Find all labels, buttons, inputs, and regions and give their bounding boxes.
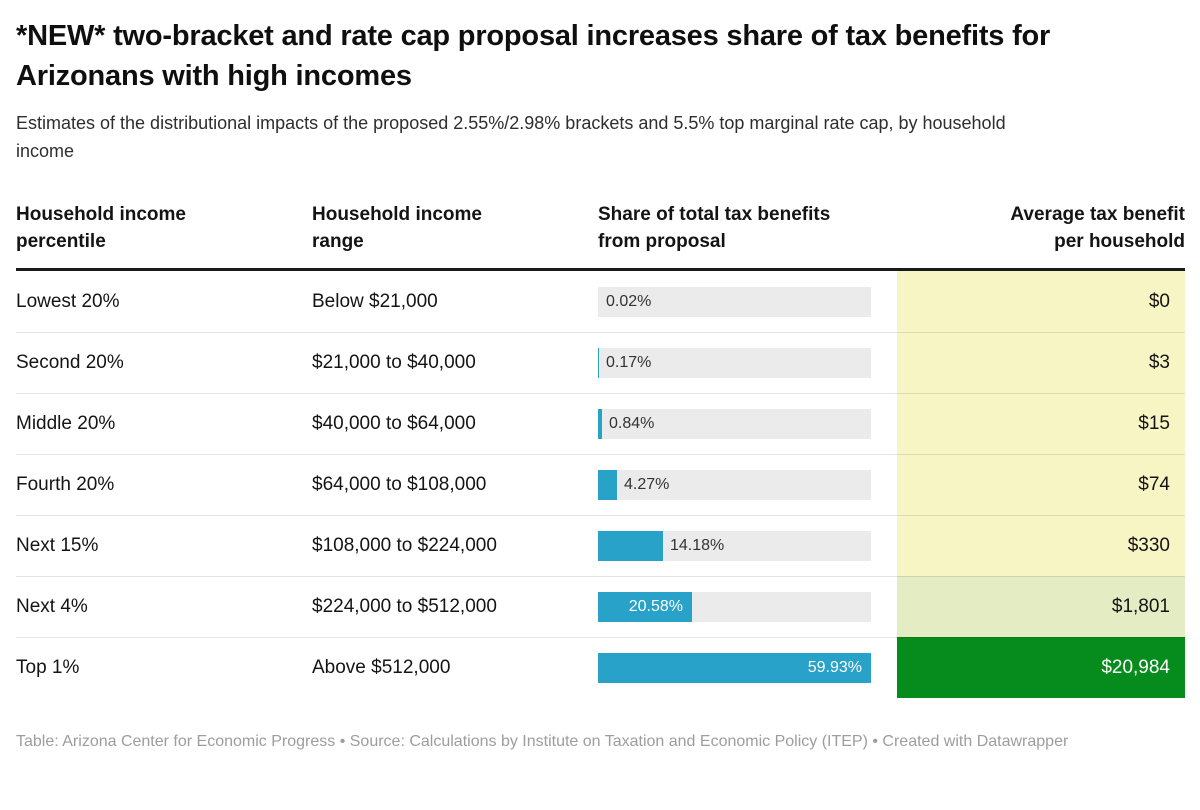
income-range-cell: $40,000 to $64,000	[312, 393, 598, 454]
bar-track: 4.27%	[598, 470, 871, 500]
income-range-cell: $108,000 to $224,000	[312, 515, 598, 576]
table-row: Fourth 20% $64,000 to $108,000 4.27% $74	[16, 454, 1185, 515]
average-benefit-cell: $20,984	[897, 637, 1185, 698]
income-percentile-cell: Lowest 20%	[16, 290, 120, 312]
column-header-share-of-benefits: Share of total tax benefits from proposa…	[598, 204, 831, 252]
share-bar-cell: 0.84%	[598, 393, 897, 454]
income-range-cell: Below $21,000	[312, 290, 438, 312]
share-bar	[598, 653, 871, 683]
income-percentile-cell: Fourth 20%	[16, 454, 312, 515]
share-bar-cell: 0.17%	[598, 332, 897, 393]
average-benefit-cell: $1,801	[897, 576, 1185, 637]
share-bar-label: 14.18%	[670, 537, 725, 554]
table-row: Next 4% $224,000 to $512,000 20.58% $1,8…	[16, 576, 1185, 637]
average-benefit-cell: $3	[897, 332, 1185, 393]
income-range-cell: $224,000 to $512,000	[312, 576, 598, 637]
share-bar-cell: 59.93%	[598, 637, 897, 698]
share-bar	[598, 531, 663, 561]
share-bar-cell: 0.02%	[598, 271, 897, 332]
table-row: Next 15% $108,000 to $224,000 14.18% $33…	[16, 515, 1185, 576]
average-benefit-cell: $330	[897, 515, 1185, 576]
share-bar	[598, 592, 692, 622]
share-bar	[598, 348, 599, 378]
table-body: Lowest 20% Below $21,000 0.02% $0 Second…	[16, 271, 1185, 698]
income-percentile-cell: Second 20%	[16, 332, 312, 393]
attribution-footer: Table: Arizona Center for Economic Progr…	[16, 733, 1069, 750]
share-bar-label: 0.84%	[609, 415, 655, 432]
average-benefit-cell: $15	[897, 393, 1185, 454]
bar-track: 20.58%	[598, 592, 871, 622]
share-bar-cell: 14.18%	[598, 515, 897, 576]
table-row: Lowest 20% Below $21,000 0.02% $0	[16, 271, 1185, 332]
share-bar-label: 0.17%	[606, 354, 652, 371]
share-bar	[598, 409, 602, 439]
share-bar-label: 20.58%	[628, 598, 683, 615]
table-header-row: Household income percentile Household in…	[16, 201, 1185, 271]
chart-title: *NEW* two-bracket and rate cap proposal …	[16, 20, 1051, 92]
income-range-cell: $64,000 to $108,000	[312, 454, 598, 515]
income-range-cell: $21,000 to $40,000	[312, 332, 598, 393]
bar-track: 0.02%	[598, 286, 871, 317]
average-benefit-cell: $74	[897, 454, 1185, 515]
chart-subtitle: Estimates of the distributional impacts …	[16, 113, 1006, 161]
share-bar-label: 59.93%	[807, 659, 862, 676]
bar-track: 0.17%	[598, 348, 871, 378]
share-bar-cell: 4.27%	[598, 454, 897, 515]
share-bar-label: 0.02%	[606, 292, 652, 310]
column-header-average-benefit: Average tax benefit per household	[1010, 204, 1185, 252]
bar-track: 14.18%	[598, 531, 871, 561]
income-range-cell: Above $512,000	[312, 637, 598, 698]
bar-track: 0.84%	[598, 409, 871, 439]
income-percentile-cell: Middle 20%	[16, 393, 312, 454]
table-row: Top 1% Above $512,000 59.93% $20,984	[16, 637, 1185, 698]
column-header-income-percentile: Household income percentile	[16, 204, 186, 252]
income-percentile-cell: Next 15%	[16, 515, 312, 576]
share-bar	[598, 470, 617, 500]
bar-track: 59.93%	[598, 653, 871, 683]
column-header-income-range: Household income range	[312, 204, 482, 252]
share-bar-cell: 20.58%	[598, 576, 897, 637]
table-row: Middle 20% $40,000 to $64,000 0.84% $15	[16, 393, 1185, 454]
income-percentile-cell: Next 4%	[16, 576, 312, 637]
income-percentile-cell: Top 1%	[16, 637, 312, 698]
share-bar-label: 4.27%	[624, 476, 670, 493]
average-benefit-cell: $0	[897, 271, 1185, 332]
data-table: Household income percentile Household in…	[16, 201, 1185, 698]
table-row: Second 20% $21,000 to $40,000 0.17% $3	[16, 332, 1185, 393]
